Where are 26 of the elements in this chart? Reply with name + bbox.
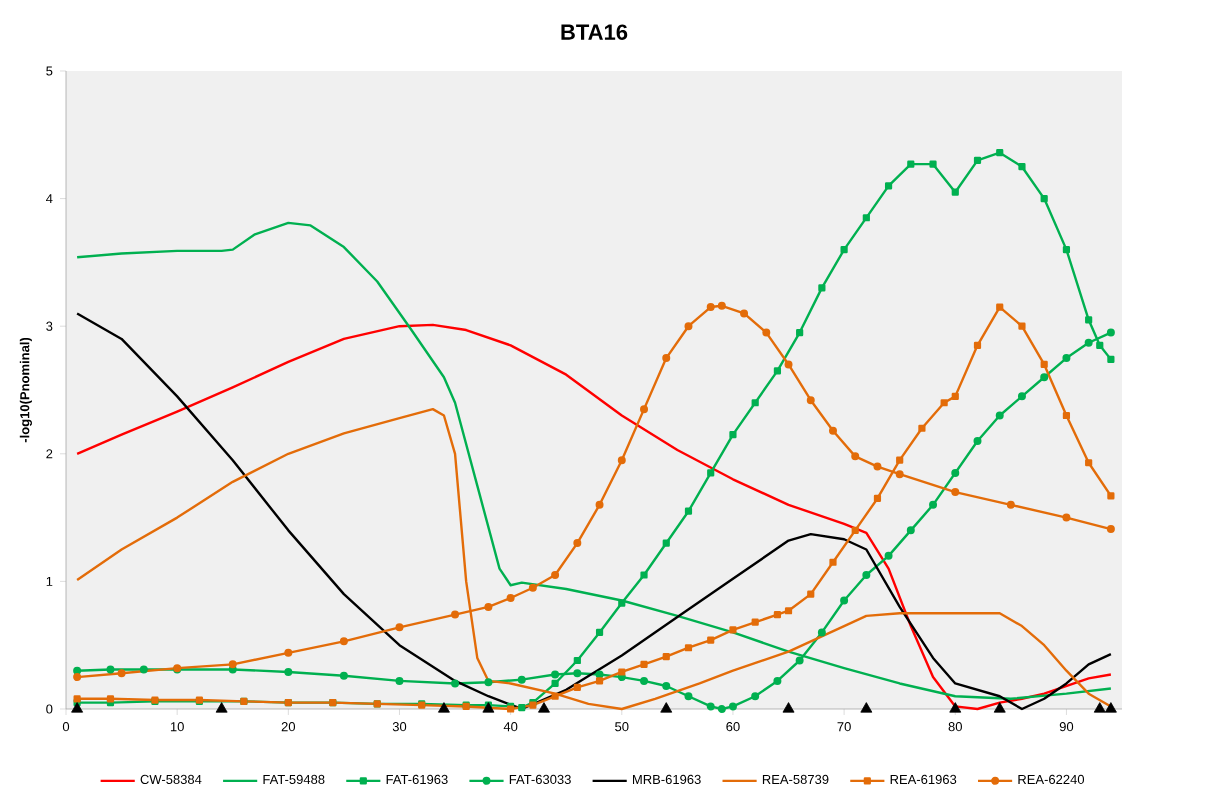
y-tick-label: 0 — [46, 704, 53, 714]
x-tick-label: 50 — [615, 722, 629, 732]
x-tick-label: 30 — [392, 722, 407, 732]
x-tick-label: 80 — [948, 722, 962, 732]
x-tick-label: 40 — [503, 722, 518, 732]
y-tick-label: 2 — [46, 449, 53, 459]
y-tick-label: 1 — [46, 576, 53, 586]
x-tick-label: 60 — [726, 722, 740, 732]
x-tick-label: 0 — [62, 722, 70, 732]
x-tick-label: 90 — [1059, 722, 1074, 732]
y-tick-label: 5 — [46, 66, 53, 76]
legend-label: MRB-61963 — [633, 774, 701, 785]
legend-label: FAT-61963 — [386, 774, 448, 785]
x-tick-label: 70 — [837, 722, 851, 732]
y-tick-label: 3 — [46, 321, 53, 331]
legend-label: CW-58384 — [140, 774, 202, 785]
legend-label: REA-61963 — [890, 774, 957, 785]
y-axis-title: -log10(Pnominal) — [19, 337, 32, 443]
legend-label: REA-62240 — [1018, 774, 1085, 785]
chart-title: BTA16 — [561, 24, 628, 40]
x-tick-label: 10 — [170, 722, 184, 732]
legend-label: REA-58739 — [762, 774, 829, 785]
legend-label: FAT-63033 — [509, 774, 571, 785]
legend-label: FAT-59488 — [263, 774, 325, 785]
x-tick-label: 20 — [281, 722, 296, 732]
y-tick-label: 4 — [46, 194, 53, 204]
